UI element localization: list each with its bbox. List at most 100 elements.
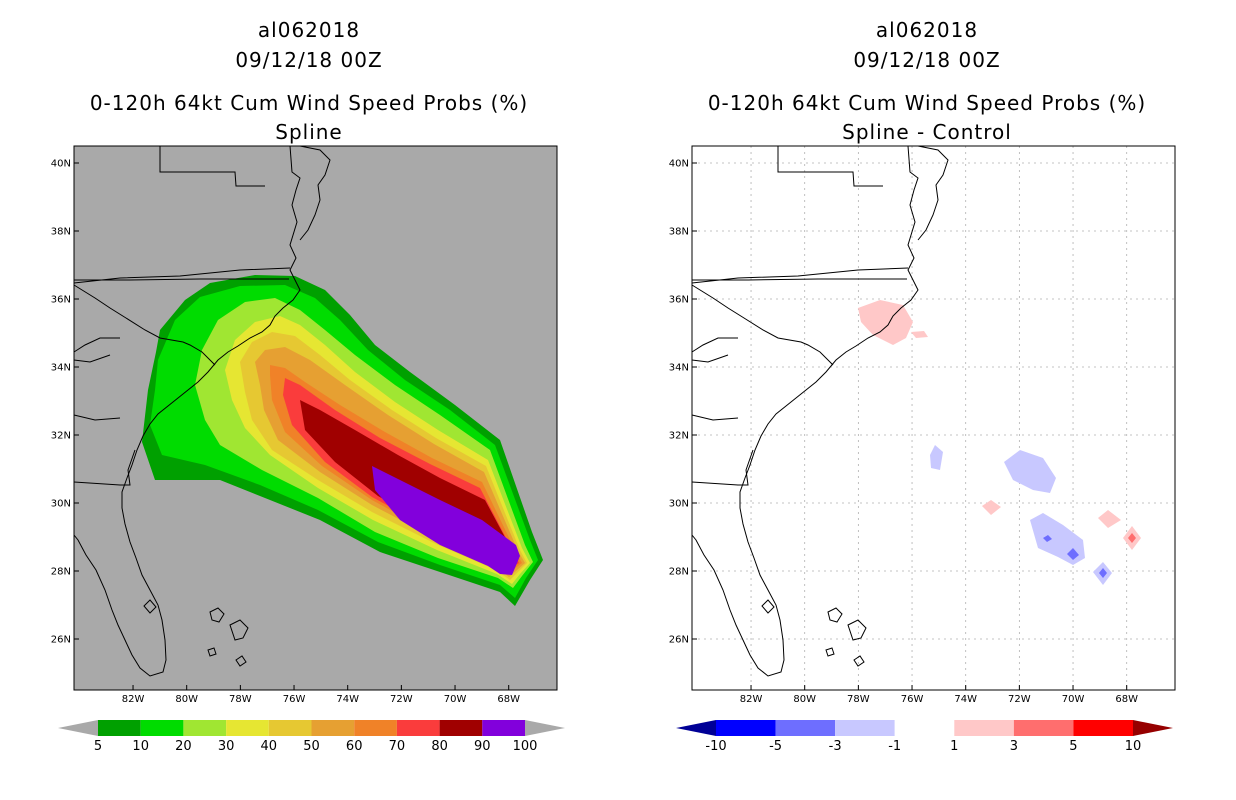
left-title-date: 09/12/18 00Z	[235, 48, 383, 72]
lat-tick-label: 30N	[51, 499, 71, 510]
lon-tick-label: 76W	[901, 694, 924, 705]
diff-positive-area	[1098, 510, 1121, 528]
right-gridlines	[692, 146, 1175, 690]
colorbar-label: 10	[1125, 739, 1142, 754]
lat-tick-label: 26N	[669, 635, 689, 646]
coastline-and-state-borders	[73, 145, 331, 677]
lon-tick-label: 80W	[793, 694, 816, 705]
left-map-frame	[73, 145, 558, 691]
coastline-segment	[827, 607, 843, 623]
coastline-segment	[299, 145, 331, 241]
coastline-segment	[207, 647, 217, 657]
colorbar-swatch	[835, 720, 895, 736]
diff-negative-area	[1099, 568, 1107, 578]
lat-tick-label: 26N	[51, 635, 71, 646]
lat-tick-label: 34N	[51, 363, 71, 374]
colorbar-swatch	[482, 720, 525, 736]
right-map: 82W 80W 78W 76W 74W 72W 70W 68W 40N 38N 36N 34N 32N 3…	[669, 145, 1176, 706]
lon-tick-label: 80W	[175, 694, 198, 705]
coastline-segment	[825, 647, 835, 657]
colorbar-swatch	[311, 720, 355, 736]
colorbar-label: 20	[175, 739, 192, 754]
left-panel: al062018 09/12/18 00Z 0-120h 64kt Cum Wi…	[51, 18, 565, 754]
diff-positive-area	[982, 500, 1001, 515]
lat-tick-label: 28N	[669, 567, 689, 578]
colorbar-low-end	[58, 720, 98, 736]
colorbar-swatch	[1073, 720, 1133, 736]
right-axis-ticks: 82W 80W 78W 76W 74W 72W 70W 68W 40N 38N 36N 34N 32N 3…	[669, 159, 1138, 706]
lat-tick-label: 32N	[51, 431, 71, 442]
coastline-segment	[847, 619, 867, 641]
colorbar-high-end	[1133, 720, 1173, 736]
lat-tick-label: 32N	[669, 431, 689, 442]
left-colorbar: 5 10 20 30 40 50 60 70 80 90 100	[58, 720, 565, 754]
right-title-product: 0-120h 64kt Cum Wind Speed Probs (%)	[707, 91, 1147, 115]
colorbar-high-end	[525, 720, 565, 736]
lon-tick-label: 72W	[1008, 694, 1031, 705]
coastline-segment	[691, 145, 919, 677]
diff-positive-area	[858, 300, 913, 345]
lon-tick-label: 74W	[336, 694, 359, 705]
right-title-date: 09/12/18 00Z	[853, 48, 1001, 72]
colorbar-swatch	[396, 720, 440, 736]
coastline-segment	[229, 619, 249, 641]
colorbar-label: 40	[261, 739, 278, 754]
diff-negative-area	[1067, 548, 1079, 560]
coastline-segment	[692, 278, 907, 281]
colorbar-swatch	[98, 720, 141, 736]
left-axis-ticks: 82W 80W 78W 76W 74W 72W 70W 68W 40N 38N 36N 34N 32N 3…	[51, 159, 520, 706]
left-title-storm: al062018	[257, 18, 361, 42]
colorbar-label: 10	[132, 739, 149, 754]
coastline-segment	[691, 414, 739, 421]
coastline-segment	[691, 354, 729, 363]
difference-areas	[858, 300, 1141, 585]
coastline-segment	[691, 449, 754, 486]
diff-negative-area	[930, 445, 943, 470]
coastline-segment	[691, 284, 834, 366]
colorbar-low-end	[676, 720, 716, 736]
lat-tick-label: 38N	[669, 227, 689, 238]
colorbar-label: 80	[431, 739, 448, 754]
lon-tick-label: 76W	[283, 694, 306, 705]
colorbar-swatch	[354, 720, 397, 736]
right-title-storm: al062018	[875, 18, 979, 42]
colorbar-label: 5	[1069, 739, 1077, 754]
lat-tick-label: 40N	[51, 159, 71, 170]
lon-tick-label: 70W	[444, 694, 467, 705]
coastline-segment	[235, 655, 247, 667]
right-map-frame	[691, 145, 1176, 691]
probability-swath	[142, 275, 543, 606]
diff-positive-area	[911, 331, 928, 338]
diff-negative-area	[1004, 450, 1056, 493]
colorbar-label: -5	[769, 739, 782, 754]
colorbar-label: 70	[389, 739, 406, 754]
diff-positive-area	[1128, 533, 1136, 543]
coastline-segment	[917, 145, 949, 241]
lat-tick-label: 40N	[669, 159, 689, 170]
lon-tick-label: 78W	[229, 694, 252, 705]
lat-tick-label: 38N	[51, 227, 71, 238]
colorbar-label: 3	[1010, 739, 1018, 754]
coastline-segment	[74, 278, 289, 281]
lon-tick-label: 82W	[122, 694, 145, 705]
colorbar-label: 1	[950, 739, 958, 754]
coastline-segment	[73, 284, 216, 366]
coastline-segment	[209, 607, 225, 623]
colorbar-swatch	[226, 720, 269, 736]
colorbar-swatch	[1013, 720, 1074, 736]
right-panel: al062018 09/12/18 00Z 0-120h 64kt Cum Wi…	[618, 0, 1236, 800]
colorbar-swatch	[716, 720, 776, 736]
colorbar-swatch	[954, 720, 1014, 736]
coastline-segment	[777, 146, 883, 187]
lon-tick-label: 68W	[497, 694, 520, 705]
lat-tick-label: 36N	[51, 295, 71, 306]
lon-tick-label: 68W	[1115, 694, 1138, 705]
lon-tick-label: 74W	[954, 694, 977, 705]
lon-tick-label: 82W	[740, 694, 763, 705]
colorbar-label: -3	[829, 739, 842, 754]
lon-tick-label: 78W	[847, 694, 870, 705]
right-colorbar: -10 -5 -3 -1 1 3 5 10	[676, 720, 1173, 754]
lat-tick-label: 30N	[669, 499, 689, 510]
colorbar-label: 5	[94, 739, 102, 754]
lon-tick-label: 72W	[390, 694, 413, 705]
